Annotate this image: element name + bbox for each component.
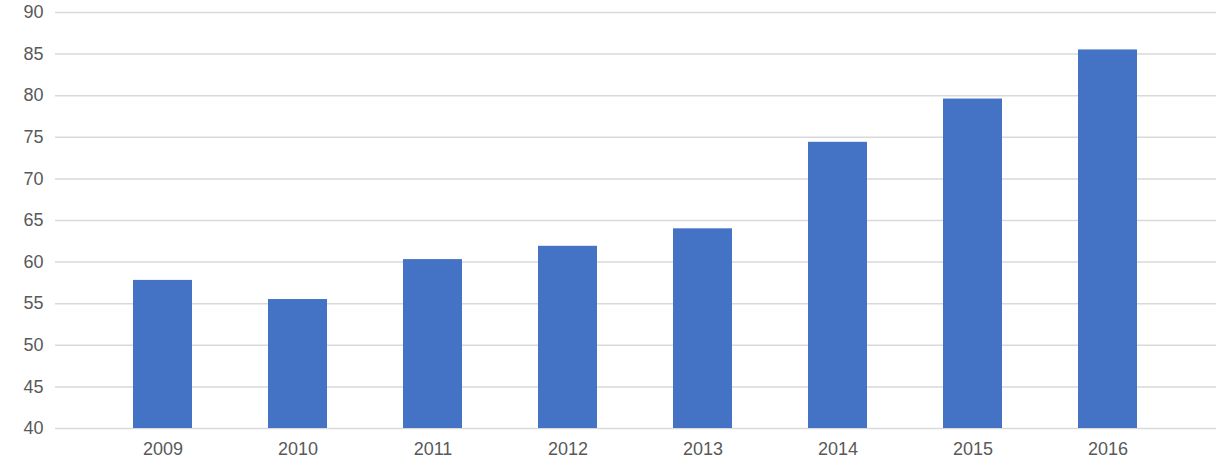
svg-text:2009: 2009 — [143, 439, 183, 459]
svg-text:2014: 2014 — [818, 439, 858, 459]
svg-text:2011: 2011 — [414, 439, 453, 459]
svg-text:2015: 2015 — [953, 439, 993, 459]
svg-text:90: 90 — [23, 2, 43, 22]
svg-text:50: 50 — [23, 335, 43, 355]
svg-text:2013: 2013 — [683, 439, 723, 459]
svg-text:70: 70 — [23, 169, 43, 189]
svg-text:45: 45 — [23, 377, 43, 397]
svg-text:2010: 2010 — [278, 439, 318, 459]
svg-text:75: 75 — [23, 127, 43, 147]
svg-text:40: 40 — [23, 418, 43, 438]
svg-text:60: 60 — [23, 252, 43, 272]
svg-text:65: 65 — [23, 210, 43, 230]
svg-text:55: 55 — [23, 293, 43, 313]
svg-text:85: 85 — [23, 44, 43, 64]
svg-text:2016: 2016 — [1088, 439, 1128, 459]
svg-text:2012: 2012 — [548, 439, 588, 459]
svg-text:80: 80 — [23, 85, 43, 105]
